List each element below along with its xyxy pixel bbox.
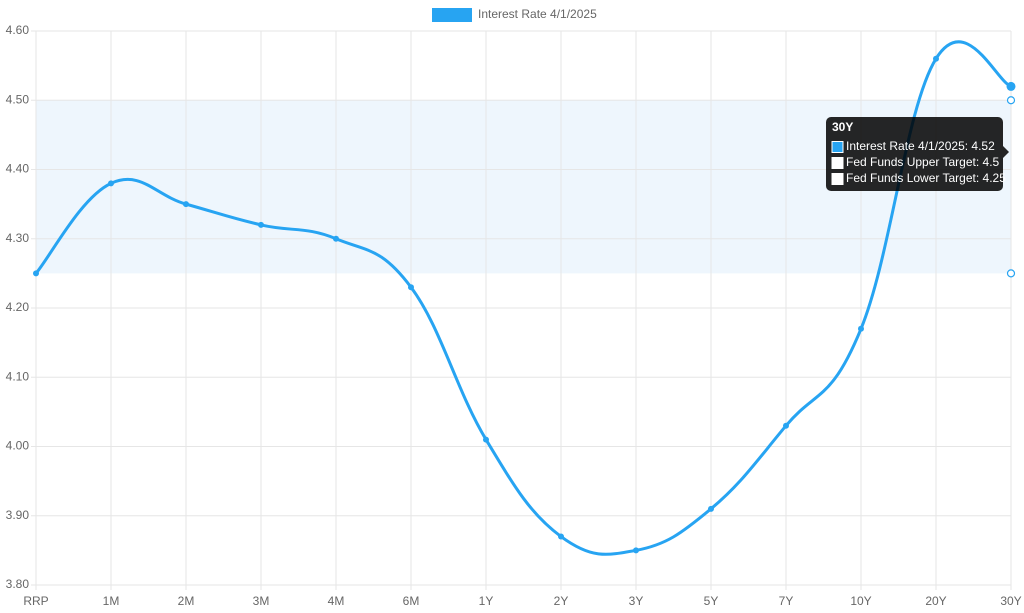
point: [258, 221, 264, 228]
point: [933, 55, 939, 62]
tooltip-swatch: [831, 157, 844, 169]
tooltip-arrow: [1003, 146, 1009, 158]
point: [633, 547, 639, 554]
tooltip-line: Fed Funds Upper Target: 4.5: [846, 155, 1000, 169]
point: [858, 325, 864, 332]
x-tick-label: 4M: [328, 594, 345, 608]
tooltip-line: Interest Rate 4/1/2025: 4.52: [846, 139, 995, 153]
y-tick-label: 3.90: [6, 508, 30, 522]
tooltip-swatch: [831, 141, 844, 153]
y-tick-label: 4.50: [6, 92, 30, 106]
tooltip-box: [826, 117, 1003, 191]
point: [333, 235, 339, 242]
x-tick-label: 20Y: [925, 594, 946, 608]
line: [34, 40, 1012, 556]
tooltip-line: Fed Funds Lower Target: 4.25: [846, 171, 1006, 185]
point: [408, 284, 414, 291]
x-tick-label: 30Y: [1000, 594, 1021, 608]
x-tick-label: RRP: [23, 594, 48, 608]
x-tick-label: 5Y: [704, 594, 719, 608]
tooltip: 30Y Interest Rate 4/1/2025: 4.52 Fed Funds…: [826, 117, 1009, 191]
point: [708, 505, 714, 512]
y-tick-label: 4.20: [6, 300, 30, 314]
x-tick-label: 3Y: [629, 594, 644, 608]
tooltip-swatch: [831, 173, 844, 185]
x-tick-label: 10Y: [850, 594, 871, 608]
legend-swatch: [432, 8, 472, 22]
y-tick-label: 4.10: [6, 369, 30, 383]
y-tick-label: 3.80: [6, 577, 30, 591]
point: [108, 180, 114, 187]
y-tick-label: 4.30: [6, 231, 30, 245]
x-tick-label: 2M: [178, 594, 195, 608]
x-tick-label: 6M: [403, 594, 420, 608]
x-tick-label: 3M: [253, 594, 270, 608]
point: [1006, 81, 1016, 91]
target-point: [1006, 96, 1016, 105]
x-tick-label: 1M: [103, 594, 120, 608]
point: [483, 436, 489, 443]
point: [558, 533, 564, 540]
x-tick-label: 1Y: [479, 594, 494, 608]
tooltip-title: 30Y: [832, 120, 853, 134]
x-tick-label: 2Y: [554, 594, 569, 608]
y-tick-label: 4.00: [6, 439, 30, 453]
y-tick-label: 4.60: [6, 23, 30, 37]
point: [783, 422, 789, 429]
y-tick-label: 4.40: [6, 162, 30, 176]
target-point: [1006, 269, 1016, 278]
point: [33, 270, 39, 277]
point: [183, 201, 189, 208]
legend-label: Interest Rate 4/1/2025: [478, 7, 597, 21]
x-tick-label: 7Y: [779, 594, 794, 608]
